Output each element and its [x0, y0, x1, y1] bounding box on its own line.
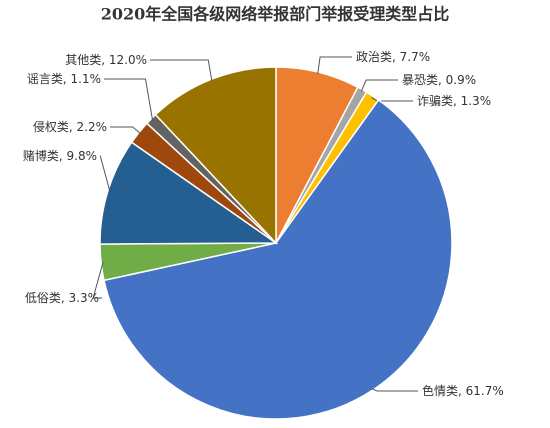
label-separator: , — [59, 149, 67, 163]
label-category: 其他类 — [65, 53, 101, 67]
data-label: 暴恐类, 0.9% — [402, 73, 476, 87]
label-separator: , — [101, 53, 109, 67]
chart-title: 2020年全国各级网络举报部门举报受理类型占比 — [101, 5, 450, 24]
leader-line — [371, 387, 418, 392]
label-category: 赌博类 — [23, 148, 59, 163]
data-label: 侵权类, 2.2% — [33, 119, 107, 134]
label-separator: , — [392, 50, 400, 64]
leader-line — [317, 56, 352, 75]
label-value: 7.7% — [400, 50, 431, 64]
label-separator: , — [61, 291, 69, 305]
data-label: 谣言类, 1.1% — [27, 72, 101, 86]
label-separator: , — [458, 384, 466, 398]
label-value: 1.1% — [71, 72, 102, 86]
label-value: 12.0% — [109, 53, 147, 67]
data-label: 色情类, 61.7% — [422, 384, 504, 398]
label-separator: , — [69, 120, 77, 134]
data-label: 其他类, 12.0% — [65, 53, 147, 67]
label-separator: , — [453, 94, 461, 108]
label-category: 诈骗类 — [417, 93, 453, 108]
leader-line — [104, 78, 154, 121]
label-value: 2.2% — [77, 120, 108, 134]
data-label: 诈骗类, 1.3% — [417, 93, 491, 108]
pie-slice — [99, 141, 279, 245]
label-category: 低俗类 — [25, 291, 61, 305]
leader-line — [92, 261, 104, 299]
label-category: 政治类 — [356, 50, 392, 64]
data-label: 赌博类, 9.8% — [23, 148, 97, 163]
label-category: 谣言类 — [27, 72, 63, 86]
data-label: 低俗类, 3.3% — [25, 291, 99, 305]
leader-line — [150, 59, 213, 82]
data-label: 政治类, 7.7% — [356, 50, 430, 64]
label-value: 3.3% — [69, 291, 100, 305]
label-category: 暴恐类 — [402, 73, 438, 87]
label-category: 色情类 — [422, 384, 458, 398]
label-value: 1.3% — [461, 94, 492, 108]
label-separator: , — [63, 72, 71, 86]
label-value: 0.9% — [446, 73, 477, 87]
leader-line — [110, 126, 141, 135]
label-separator: , — [438, 73, 446, 87]
pie-slice — [103, 98, 453, 420]
label-category: 侵权类 — [33, 119, 69, 134]
label-value: 61.7% — [466, 384, 504, 398]
leader-line — [360, 79, 398, 92]
label-value: 9.8% — [67, 149, 98, 163]
leader-line — [99, 155, 111, 192]
